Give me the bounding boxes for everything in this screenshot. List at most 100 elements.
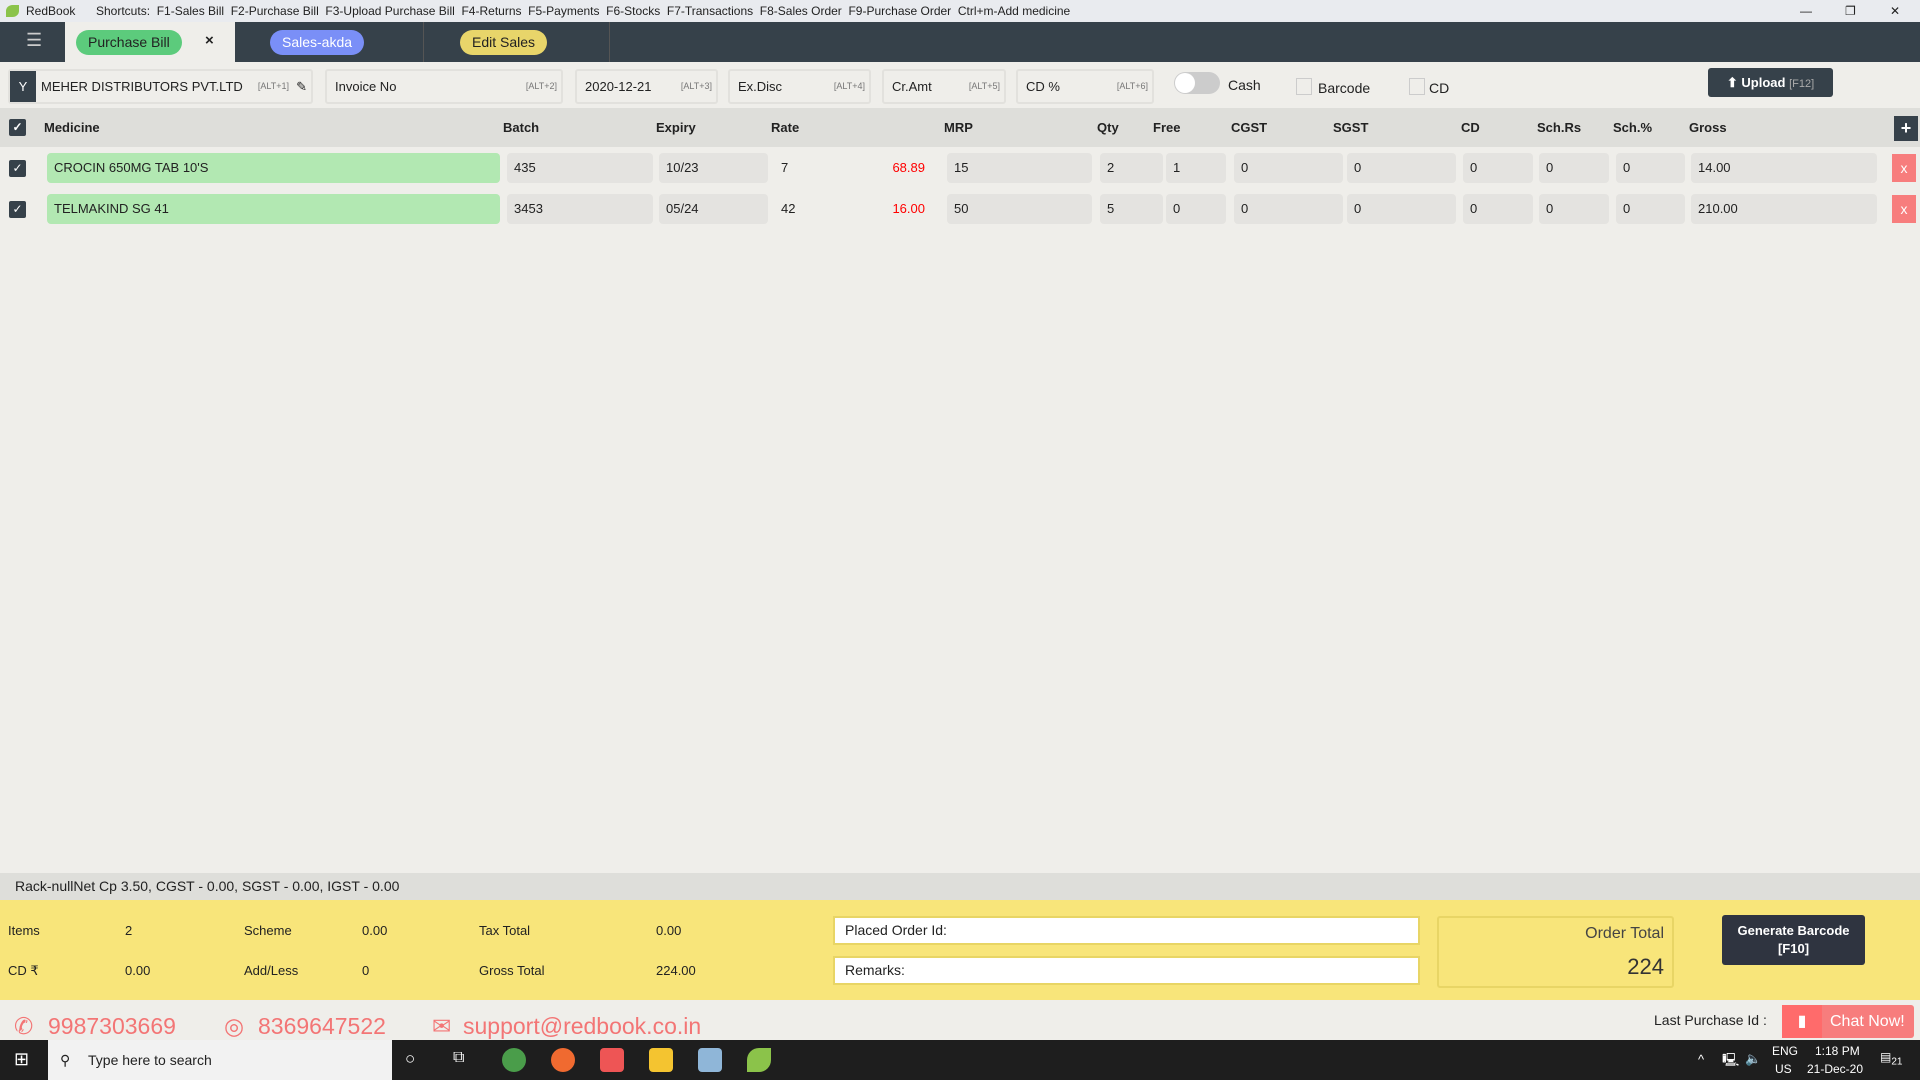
close-window-button[interactable]: ✕: [1890, 4, 1901, 18]
taskbar-search-input[interactable]: ⚲ Type here to search: [48, 1040, 392, 1080]
items-value: 2: [125, 923, 133, 938]
redbook-icon[interactable]: [747, 1048, 771, 1072]
office-icon[interactable]: [600, 1048, 624, 1072]
notepad-icon[interactable]: [698, 1048, 722, 1072]
gross-input[interactable]: 210.00: [1691, 194, 1877, 224]
cd-input[interactable]: 0: [1463, 153, 1533, 183]
gross-total-value: 224.00: [656, 963, 696, 978]
cd-checkbox[interactable]: [1409, 78, 1425, 95]
sgst-input[interactable]: 0: [1347, 194, 1456, 224]
barcode-checkbox[interactable]: [1296, 78, 1312, 95]
menu-icon[interactable]: ☰: [26, 30, 43, 50]
ex-disc-input[interactable]: Ex.Disc [ALT+4]: [728, 69, 871, 104]
tab-edit-sales[interactable]: Edit Sales: [424, 22, 610, 62]
sgst-input[interactable]: 0: [1347, 153, 1456, 183]
mrp-reference: 68.89: [892, 160, 925, 175]
remarks-input[interactable]: Remarks:: [833, 956, 1420, 985]
generate-barcode-button[interactable]: Generate Barcode [F10]: [1722, 915, 1865, 965]
windows-start-icon[interactable]: ⊞: [14, 1049, 30, 1069]
free-input[interactable]: 1: [1166, 153, 1226, 183]
column-header: Batch: [503, 120, 540, 135]
column-header: Free: [1153, 120, 1181, 135]
column-header: SGST: [1333, 120, 1369, 135]
file-explorer-icon[interactable]: [649, 1048, 673, 1072]
select-all-checkbox[interactable]: ✓: [9, 119, 26, 136]
batch-input[interactable]: 3453: [507, 194, 653, 224]
horizontal-scrollbar[interactable]: [0, 855, 1920, 869]
batch-input[interactable]: 435: [507, 153, 653, 183]
cortana-icon[interactable]: ○: [405, 1049, 416, 1068]
sch-percent-input[interactable]: 0: [1616, 194, 1685, 224]
shortcut-hint: [ALT+2]: [525, 81, 557, 91]
expiry-input[interactable]: 05/24: [659, 194, 768, 224]
mrp-reference: 16.00: [892, 201, 925, 216]
notifications-icon[interactable]: ▤21: [1880, 1050, 1903, 1068]
support-email[interactable]: support@redbook.co.in: [463, 1013, 702, 1039]
supplier-field[interactable]: Y MEHER DISTRIBUTORS PVT.LTD [ALT+1] ✎: [8, 69, 313, 104]
app-logo-icon: [6, 5, 19, 17]
gross-input[interactable]: 14.00: [1691, 153, 1877, 183]
add-less-value: 0: [362, 963, 370, 978]
mrp-input[interactable]: 15: [947, 153, 1092, 183]
whatsapp-icon: ◎: [224, 1013, 245, 1039]
scheme-label: Scheme: [244, 923, 292, 938]
minimize-button[interactable]: —: [1800, 4, 1812, 18]
branch-icon: Y: [10, 71, 36, 102]
cd-input[interactable]: 0: [1463, 194, 1533, 224]
qty-input[interactable]: 5: [1100, 194, 1163, 224]
clock-time[interactable]: 1:18 PM: [1815, 1044, 1860, 1058]
table-row: ✓ TELMAKIND SG 41 3453 05/24 50 5 0 0 0 0 0 0 210.00…: [0, 194, 1920, 224]
restore-button[interactable]: ❐: [1845, 4, 1856, 18]
network-icon[interactable]: 🖳: [1722, 1052, 1740, 1067]
column-header: CD: [1461, 120, 1480, 135]
expiry-input[interactable]: 10/23: [659, 153, 768, 183]
add-row-button[interactable]: +: [1894, 116, 1918, 141]
phone-icon: ✆: [14, 1013, 34, 1039]
ex-disc-placeholder: Ex.Disc: [738, 79, 783, 94]
qty-input[interactable]: 2: [1100, 153, 1163, 183]
free-input[interactable]: 0: [1166, 194, 1226, 224]
language-label[interactable]: ENG: [1772, 1044, 1799, 1058]
cgst-input[interactable]: 0: [1234, 153, 1343, 183]
invoice-no-input[interactable]: Invoice No [ALT+2]: [325, 69, 563, 104]
sch-rs-input[interactable]: 0: [1539, 153, 1609, 183]
clock-date[interactable]: 21-Dec-20: [1807, 1062, 1864, 1076]
rate-value: 7: [781, 160, 789, 175]
show-hidden-icons[interactable]: ^: [1698, 1052, 1705, 1067]
row-checkbox[interactable]: ✓: [9, 160, 26, 177]
upload-button[interactable]: ⬆ Upload [F12]: [1708, 68, 1833, 97]
mrp-input[interactable]: 50: [947, 194, 1092, 224]
tab-sales-akda[interactable]: Sales-akda: [236, 22, 424, 62]
notification-count: 21: [1891, 1056, 1903, 1068]
sch-percent-input[interactable]: 0: [1616, 153, 1685, 183]
app-icon[interactable]: [551, 1048, 575, 1072]
status-bar: Rack-nullNet Cp 3.50, CGST - 0.00, SGST …: [0, 873, 1920, 900]
medicine-input[interactable]: CROCIN 650MG TAB 10'S: [47, 153, 500, 183]
medicine-input[interactable]: TELMAKIND SG 41: [47, 194, 500, 224]
sch-rs-input[interactable]: 0: [1539, 194, 1609, 224]
cgst-input[interactable]: 0: [1234, 194, 1343, 224]
cash-toggle[interactable]: [1174, 72, 1220, 94]
toolbar: Y MEHER DISTRIBUTORS PVT.LTD [ALT+1] ✎ I…: [0, 62, 1920, 108]
date-input[interactable]: 2020-12-21 [ALT+3]: [575, 69, 718, 104]
close-tab-icon[interactable]: ×: [205, 32, 214, 49]
edit-pencil-icon[interactable]: ✎: [296, 79, 307, 94]
shortcut-hint: [ALT+6]: [1116, 81, 1148, 91]
cr-amt-input[interactable]: Cr.Amt [ALT+5]: [882, 69, 1006, 104]
delete-row-button[interactable]: x: [1892, 195, 1916, 223]
column-header: Expiry: [656, 120, 696, 135]
tab-bar: ☰ Purchase Bill × Sales-akda Edit Sales: [0, 22, 1920, 62]
volume-muted-icon[interactable]: 🔈: [1745, 1051, 1762, 1066]
gross-total-label: Gross Total: [479, 963, 545, 978]
row-checkbox[interactable]: ✓: [9, 201, 26, 218]
placed-order-id-input[interactable]: Placed Order Id:: [833, 916, 1420, 945]
chrome-icon[interactable]: [502, 1048, 526, 1072]
delete-row-button[interactable]: x: [1892, 154, 1916, 182]
chat-now-button[interactable]: ▮ Chat Now!: [1782, 1005, 1914, 1038]
task-view-icon[interactable]: ⧉: [453, 1049, 465, 1066]
cd-percent-input[interactable]: CD % [ALT+6]: [1016, 69, 1154, 104]
region-label[interactable]: US: [1775, 1062, 1792, 1076]
tab-purchase-bill[interactable]: Purchase Bill ×: [65, 22, 235, 62]
rate-value: 42: [781, 201, 796, 216]
search-icon: ⚲: [60, 1052, 71, 1068]
